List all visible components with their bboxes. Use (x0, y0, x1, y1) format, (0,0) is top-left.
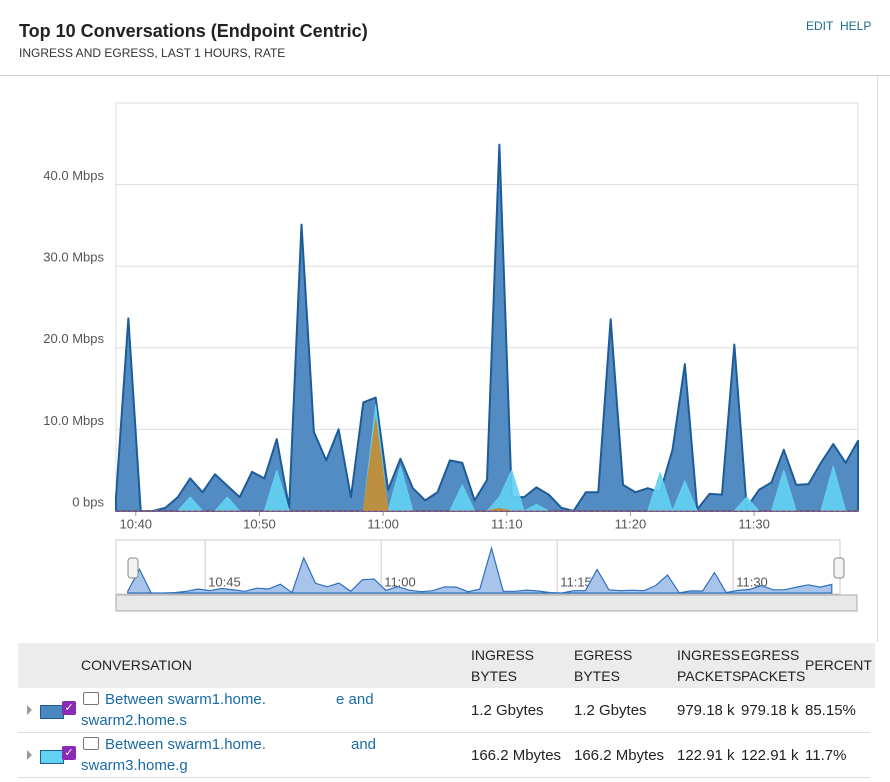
cell: 122.91 k (677, 746, 735, 764)
cell: 979.18 k (741, 701, 799, 719)
column-header[interactable]: CONVERSATION (81, 643, 461, 688)
x-tick-label: 10:40 (120, 516, 153, 531)
y-tick-label: 10.0 Mbps (43, 413, 104, 428)
area-series (115, 143, 859, 512)
x-tick-label: 11:20 (615, 516, 647, 531)
series-swatch (40, 750, 64, 764)
column-header[interactable]: PERCENT (805, 643, 875, 688)
expand-icon[interactable] (27, 705, 32, 715)
conversation-part[interactable]: and (351, 736, 377, 753)
navigator-handle[interactable] (833, 557, 845, 579)
navigator-tick-label: 10:45 (208, 574, 241, 589)
note-icon (83, 692, 99, 705)
column-header[interactable]: EGRESS PACKETS (741, 643, 805, 688)
conversation-part[interactable]: swarm3.home.g (81, 757, 188, 774)
y-tick-label: 30.0 Mbps (43, 250, 104, 265)
cell: 1.2 Gbytes (471, 701, 544, 719)
conversation-part[interactable]: Between swarm1.home. (105, 691, 266, 708)
conversation-part[interactable]: Between swarm1.home. (105, 736, 266, 753)
cell: 166.2 Mbytes (574, 746, 665, 764)
panel-edge (877, 76, 878, 642)
cell: 1.2 Gbytes (574, 701, 647, 719)
help-link[interactable]: HELP (840, 19, 872, 33)
cell: 166.2 Mbytes (471, 746, 562, 764)
area-series (115, 418, 859, 512)
x-tick-label: 11:10 (491, 516, 523, 531)
chart: 0 bps 10.0 Mbps 20.0 Mbps 30.0 Mbps 40.0 Mbp… (43, 102, 859, 612)
header-divider (0, 75, 890, 76)
conversation-part[interactable]: e and (336, 691, 374, 708)
cell: 979.18 k (677, 701, 735, 719)
x-tick-label: 11:30 (738, 516, 770, 531)
navigator-area (127, 545, 833, 594)
column-header[interactable]: INGRESS PACKETS (677, 643, 741, 688)
series-swatch (40, 705, 64, 719)
y-tick-label: 20.0 Mbps (43, 331, 104, 346)
scrollbar-track (115, 594, 858, 612)
panel-subtitle: INGRESS AND EGRESS, LAST 1 HOURS, RATE (19, 46, 286, 60)
row-divider (18, 777, 870, 778)
cell: 11.7% (805, 746, 847, 764)
column-header[interactable]: INGRESS BYTES (471, 643, 571, 688)
navigator-tick-label: 11:00 (384, 574, 416, 589)
y-tick-label: 0 bps (72, 494, 104, 509)
column-header[interactable]: EGRESS BYTES (574, 643, 674, 688)
panel-title: Top 10 Conversations (Endpoint Centric) (19, 21, 368, 41)
conversation-part[interactable]: swarm2.home.s (81, 712, 187, 729)
navigator-tick-label: 11:15 (560, 574, 592, 589)
checkbox[interactable]: ✓ (62, 746, 76, 760)
expand-icon[interactable] (27, 750, 32, 760)
cell: 122.91 k (741, 746, 799, 764)
checkbox[interactable]: ✓ (62, 701, 76, 715)
edit-link[interactable]: EDIT (806, 19, 834, 33)
y-tick-label: 40.0 Mbps (43, 168, 104, 183)
navigator-handle[interactable] (127, 557, 139, 579)
x-tick-label: 10:50 (243, 516, 276, 531)
note-icon (83, 737, 99, 750)
row-divider (18, 732, 870, 733)
x-tick-label: 11:00 (367, 516, 399, 531)
cell: 85.15% (805, 701, 856, 719)
